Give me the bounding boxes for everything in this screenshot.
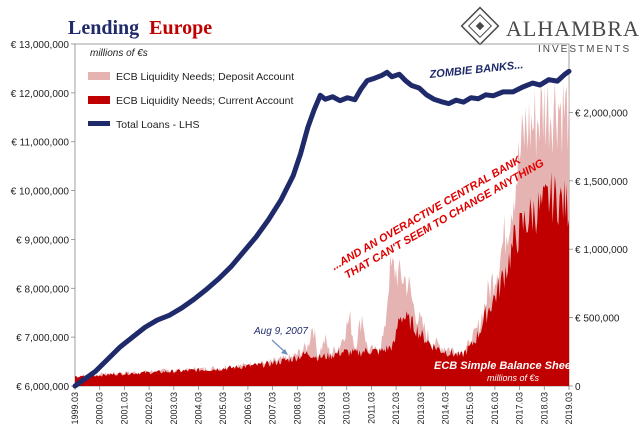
x-axis-tick-label: 2000.03 [95, 392, 105, 425]
annotation-central-bank-line1: ...AND AN OVERACTIVE CENTRAL BANK [330, 154, 524, 273]
left-axis-tick-label: € 8,000,000 [16, 284, 69, 295]
x-axis-tick-label: 2019.03 [564, 392, 574, 425]
right-axis-tick-label: € 1,000,000 [575, 245, 628, 256]
annotation-aug-9-2007: Aug 9, 2007 [253, 326, 308, 337]
series-line-total-loans [72, 68, 572, 389]
legend-label-current: ECB Liquidity Needs; Current Account [116, 95, 294, 107]
x-axis-tick-label: 2014.03 [441, 392, 451, 425]
x-axis-tick-label: 2003.03 [169, 392, 179, 425]
x-axis-tick-label: 2013.03 [416, 392, 426, 425]
x-axis-tick-label: 2017.03 [515, 392, 525, 425]
x-axis-tick-label: 2018.03 [539, 392, 549, 425]
left-axis-tick-label: € 9,000,000 [16, 235, 69, 246]
annotation-balance-sheet: ECB Simple Balance Sheet [434, 360, 576, 372]
annotation-zombie-banks: ZOMBIE BANKS... [428, 59, 524, 81]
left-axis-tick-label: € 10,000,000 [11, 187, 70, 198]
series-area-current-account [75, 171, 569, 386]
left-axis-tick-label: € 13,000,000 [11, 40, 70, 51]
left-axis-tick-label: € 11,000,000 [11, 138, 69, 149]
legend-swatch-total-loans [88, 121, 110, 126]
x-axis-tick-label: 2015.03 [465, 392, 475, 425]
brand-emblem-icon [460, 6, 500, 46]
chart-title: Lending Europe [68, 17, 212, 39]
x-axis-tick-label: 2011.03 [366, 392, 376, 424]
left-axis-tick-label: € 12,000,000 [11, 89, 70, 100]
annotation-arrow-icon [271, 339, 288, 355]
legend-swatch-current [88, 96, 110, 104]
x-axis-tick-label: 2005.03 [218, 392, 228, 425]
brand-logo: ALHAMBRA INVESTMENTS [460, 6, 640, 55]
x-axis-tick-label: 2012.03 [391, 392, 401, 425]
brand-name: ALHAMBRA [506, 16, 640, 41]
unit-note-bottom: millions of €s [487, 373, 540, 383]
right-axis-tick-label: € 1,500,000 [575, 177, 628, 188]
x-axis-tick-label: 2008.03 [292, 392, 302, 425]
legend-label-total-loans: Total Loans - LHS [116, 119, 199, 131]
unit-note-top: millions of €s [90, 48, 148, 59]
chart-title-highlight: Europe [149, 17, 212, 39]
brand-tagline: INVESTMENTS [538, 44, 631, 55]
x-axis-tick-label: 2001.03 [119, 392, 129, 425]
x-axis: 1999.03 2000.03 2001.03 2002.03 2003.03 2004.… [70, 386, 574, 425]
left-axis-tick-label: € 7,000,000 [16, 333, 69, 344]
x-axis-tick-label: 2009.03 [317, 392, 327, 425]
left-axis: € 6,000,000 € 7,000,000 € 8,000,000 € 9,000… [11, 40, 75, 393]
left-axis-tick-label: € 6,000,000 [16, 382, 69, 393]
legend: ECB Liquidity Needs; Deposit Account ECB… [88, 71, 294, 131]
right-axis-tick-label: € 500,000 [575, 314, 620, 325]
chart-title-prefix: Lending [68, 17, 139, 39]
x-axis-tick-label: 2007.03 [268, 392, 278, 425]
x-axis-tick-label: 2002.03 [144, 392, 154, 425]
legend-swatch-deposit [88, 72, 110, 80]
right-axis-tick-label: 0 [575, 382, 581, 393]
right-axis: 0 € 500,000 € 1,000,000 € 1,500,000 € 2,000,… [569, 108, 628, 393]
x-axis-tick-label: 2010.03 [342, 392, 352, 425]
x-axis-tick-label: 2016.03 [490, 392, 500, 425]
series-layer [72, 66, 572, 389]
legend-label-deposit: ECB Liquidity Needs; Deposit Account [116, 71, 294, 83]
right-axis-tick-label: € 2,000,000 [575, 108, 628, 119]
x-axis-tick-label: 2006.03 [243, 392, 253, 425]
x-axis-tick-label: 2004.03 [194, 392, 204, 425]
x-axis-tick-label: 1999.03 [70, 392, 80, 425]
